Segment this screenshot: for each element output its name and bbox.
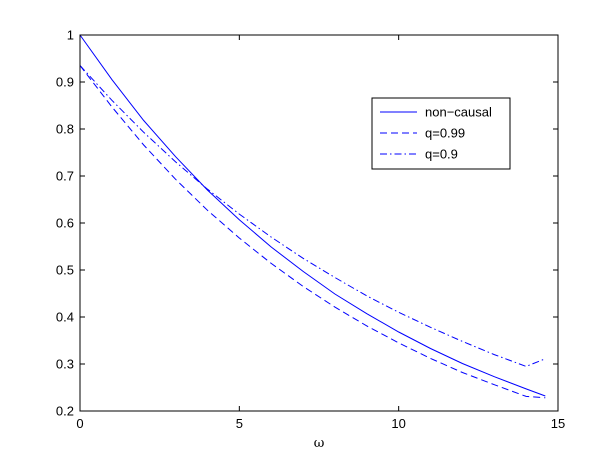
y-tick-label: 0.8 [56,122,74,137]
series-layer [79,34,546,399]
x-tick-label: 15 [551,416,565,431]
y-tick-label: 0.9 [56,75,74,90]
y-tick-label: 0.7 [56,169,74,184]
y-tick-label: 0.3 [56,357,74,372]
y-tick-label: 1 [67,28,74,43]
legend-label: q=0.9 [425,147,458,162]
x-tick-label: 5 [236,416,243,431]
x-axis-label: ω [314,436,325,451]
x-tick-label: 10 [391,416,405,431]
series-line-0 [79,34,546,397]
y-tick-label: 0.2 [56,404,74,419]
y-tick-label: 0.4 [56,310,74,325]
series-line-1 [79,65,546,399]
legend-label: non−causal [425,105,492,120]
y-tick-label: 0.6 [56,216,74,231]
ticks-layer: 0 5 10 15 0.2 0.3 0.4 0.5 0.6 0.7 0.8 0.9 1 [56,28,565,432]
y-tick-label: 0.5 [56,263,74,278]
legend: non−causal q=0.99 q=0.9 [371,97,511,170]
legend-label: q=0.99 [425,126,465,141]
x-tick-label: 0 [76,416,83,431]
